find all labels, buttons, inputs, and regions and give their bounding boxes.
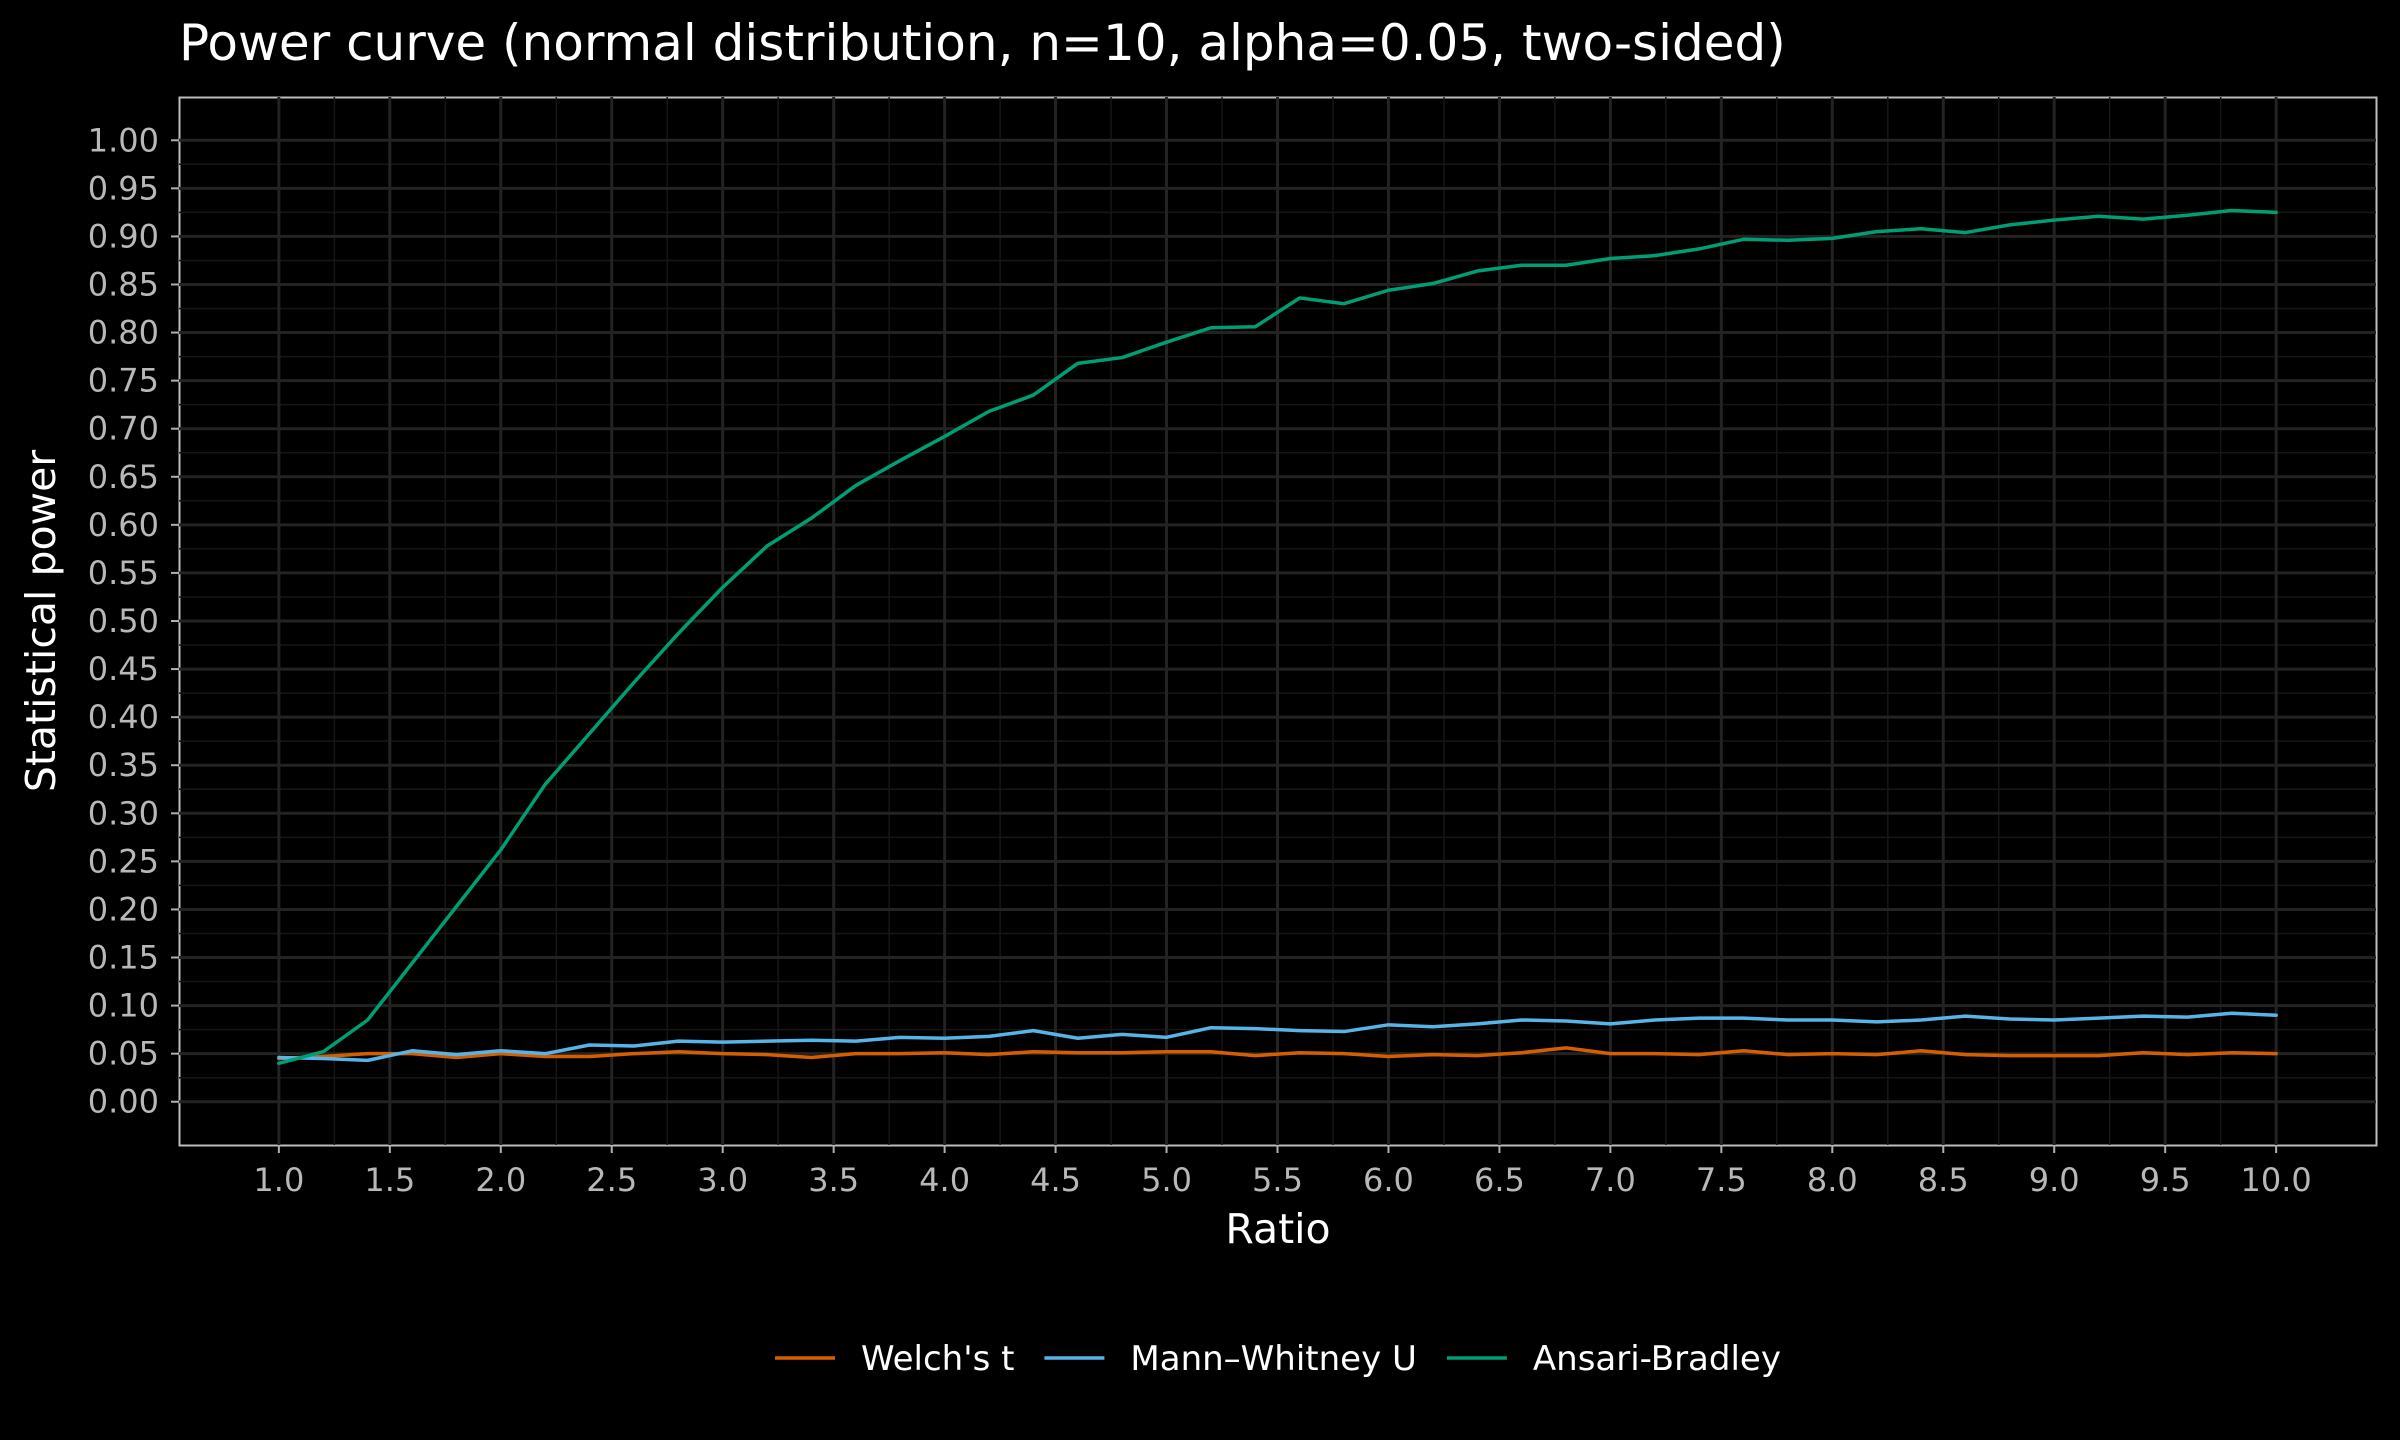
legend-label: Mann–Whitney U xyxy=(1130,1339,1417,1379)
y-tick-label: 0.70 xyxy=(88,410,159,448)
x-tick-label: 6.0 xyxy=(1363,1161,1414,1199)
x-tick-label: 1.5 xyxy=(364,1161,415,1199)
y-tick-label: 0.10 xyxy=(88,987,159,1025)
chart-title: Power curve (normal distribution, n=10, … xyxy=(179,14,1786,72)
x-tick-label: 6.5 xyxy=(1474,1161,1525,1199)
legend: Welch's t Mann–Whitney U Ansari-Bradley xyxy=(775,1339,1781,1379)
y-tick-label: 0.35 xyxy=(88,746,159,784)
y-tick-label: 0.45 xyxy=(88,650,159,688)
y-tick-label: 0.15 xyxy=(88,939,159,977)
x-tick-label: 8.5 xyxy=(1918,1161,1969,1199)
y-tick-label: 0.40 xyxy=(88,698,159,736)
y-tick-label: 0.65 xyxy=(88,458,159,496)
legend-item: Ansari-Bradley xyxy=(1446,1339,1781,1379)
x-tick-label: 1.0 xyxy=(253,1161,304,1199)
x-tick-label: 4.5 xyxy=(1030,1161,1081,1199)
y-tick-label: 1.00 xyxy=(88,121,159,159)
series-lines xyxy=(277,208,2278,1066)
y-tick-label: 0.60 xyxy=(88,506,159,544)
y-tick-label: 0.85 xyxy=(88,265,159,303)
grid-lines xyxy=(179,97,2376,1145)
y-tick-label: 0.05 xyxy=(88,1035,159,1073)
y-tick-label: 0.90 xyxy=(88,217,159,255)
x-tick-label: 5.0 xyxy=(1141,1161,1192,1199)
y-tick-label: 0.20 xyxy=(88,890,159,928)
x-tick-label: 8.0 xyxy=(1807,1161,1858,1199)
x-axis-title: Ratio xyxy=(1225,1205,1330,1253)
y-axis-ticks: 0.00 0.05 0.10 0.15 0.20 0.25 0.30 0.35 0.40 0.45… xyxy=(88,121,179,1121)
series-line-ansari-bradley xyxy=(277,208,2278,1066)
legend-item: Mann–Whitney U xyxy=(1044,1339,1417,1379)
x-tick-label: 2.5 xyxy=(586,1161,637,1199)
x-tick-label: 3.5 xyxy=(808,1161,859,1199)
y-tick-label: 0.25 xyxy=(88,842,159,880)
series-line-mann-whitney-u xyxy=(277,1011,2278,1063)
y-axis-title: Statistical power xyxy=(17,450,65,792)
y-tick-label: 0.30 xyxy=(88,794,159,832)
legend-item: Welch's t xyxy=(775,1339,1014,1379)
x-tick-label: 9.0 xyxy=(2029,1161,2080,1199)
x-tick-label: 2.0 xyxy=(475,1161,526,1199)
x-tick-label: 3.0 xyxy=(697,1161,748,1199)
y-tick-label: 0.55 xyxy=(88,554,159,592)
y-tick-label: 0.80 xyxy=(88,314,159,352)
x-tick-label: 9.5 xyxy=(2140,1161,2191,1199)
series-line-welch-s-t xyxy=(277,1046,2278,1061)
legend-label: Ansari-Bradley xyxy=(1533,1339,1781,1379)
y-tick-label: 0.00 xyxy=(88,1083,159,1121)
x-tick-label: 10.0 xyxy=(2241,1161,2312,1199)
x-tick-label: 5.5 xyxy=(1252,1161,1303,1199)
x-axis-ticks: 1.0 1.5 2.0 2.5 3.0 3.5 4.0 4.5 5.0 5.5 6.0 6.5 7.0 7… xyxy=(253,1145,2312,1199)
x-tick-label: 7.5 xyxy=(1696,1161,1747,1199)
y-tick-label: 0.50 xyxy=(88,602,159,640)
x-tick-label: 7.0 xyxy=(1585,1161,1636,1199)
x-tick-label: 4.0 xyxy=(919,1161,970,1199)
y-tick-label: 0.95 xyxy=(88,169,159,207)
legend-label: Welch's t xyxy=(861,1339,1014,1379)
y-tick-label: 0.75 xyxy=(88,362,159,400)
